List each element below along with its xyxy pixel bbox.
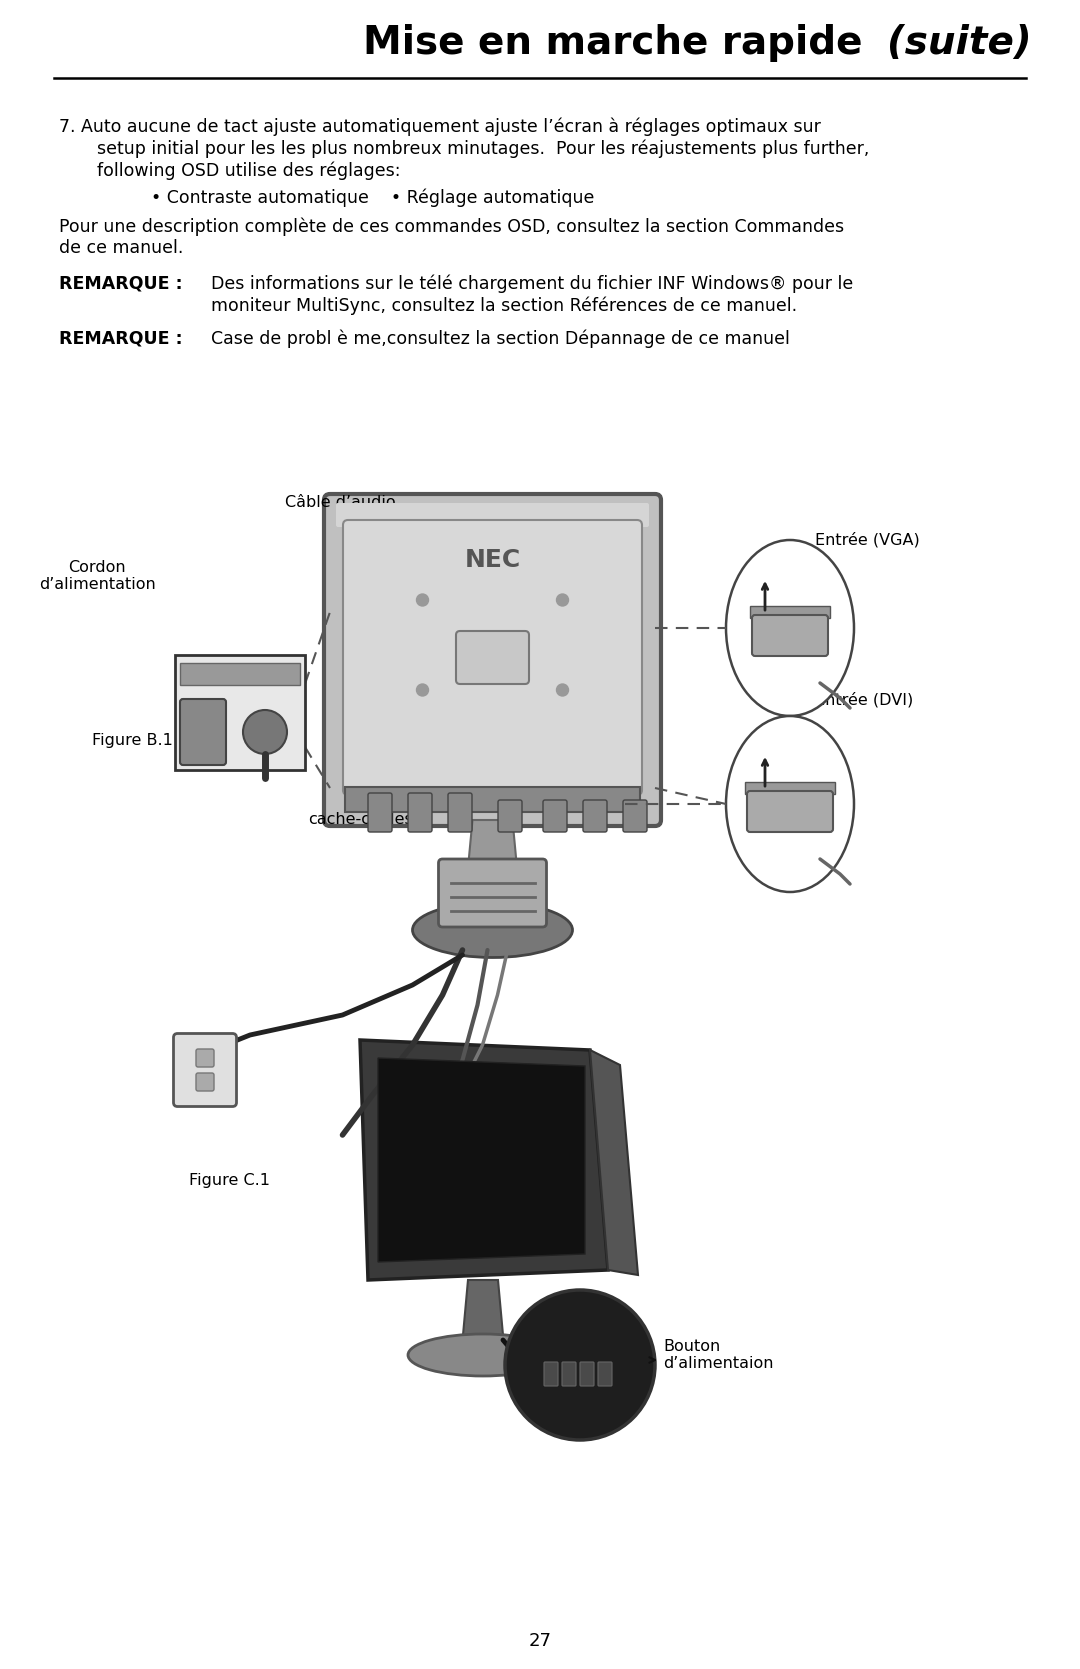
Ellipse shape — [408, 1334, 558, 1375]
FancyBboxPatch shape — [583, 799, 607, 833]
Circle shape — [556, 684, 568, 696]
FancyBboxPatch shape — [438, 860, 546, 926]
Circle shape — [243, 709, 287, 754]
FancyBboxPatch shape — [623, 799, 647, 833]
FancyBboxPatch shape — [544, 1362, 558, 1385]
Circle shape — [417, 684, 429, 696]
Text: de ce manuel.: de ce manuel. — [59, 239, 184, 257]
FancyBboxPatch shape — [543, 799, 567, 833]
FancyBboxPatch shape — [195, 1050, 214, 1066]
FancyBboxPatch shape — [448, 793, 472, 833]
FancyBboxPatch shape — [498, 799, 522, 833]
Text: Mise en marche rapide: Mise en marche rapide — [363, 23, 876, 62]
Circle shape — [417, 594, 429, 606]
FancyBboxPatch shape — [180, 699, 226, 764]
Text: Cordon
d’alimentation: Cordon d’alimentation — [39, 561, 156, 592]
Text: moniteur MultiSync, consultez la section Références de ce manuel.: moniteur MultiSync, consultez la section… — [211, 295, 797, 315]
Text: Pour une description complète de ces commandes OSD, consultez la section Command: Pour une description complète de ces com… — [59, 217, 845, 235]
FancyBboxPatch shape — [580, 1362, 594, 1385]
Text: cache-câbles: cache-câbles — [308, 813, 413, 828]
Ellipse shape — [413, 903, 572, 958]
Polygon shape — [360, 1040, 608, 1280]
Text: Figure C.1: Figure C.1 — [189, 1173, 270, 1188]
FancyBboxPatch shape — [745, 783, 835, 794]
FancyBboxPatch shape — [343, 521, 642, 794]
Circle shape — [505, 1290, 654, 1440]
Text: setup initial pour les les plus nombreux minutages.  Pour les réajustements plus: setup initial pour les les plus nombreux… — [97, 140, 869, 159]
Ellipse shape — [726, 716, 854, 891]
FancyBboxPatch shape — [562, 1362, 576, 1385]
Ellipse shape — [726, 541, 854, 716]
FancyBboxPatch shape — [598, 1362, 612, 1385]
Polygon shape — [378, 1058, 585, 1262]
Text: (suite): (suite) — [887, 23, 1031, 62]
Text: REMARQUE :: REMARQUE : — [59, 274, 183, 292]
Text: Entrée (VGA): Entrée (VGA) — [815, 532, 920, 547]
Polygon shape — [463, 1280, 503, 1335]
Text: REMARQUE :: REMARQUE : — [59, 329, 183, 347]
FancyBboxPatch shape — [750, 606, 831, 618]
FancyBboxPatch shape — [368, 793, 392, 833]
FancyBboxPatch shape — [752, 614, 828, 656]
Text: Case de probl è me,consultez la section Dépannage de ce manuel: Case de probl è me,consultez la section … — [211, 329, 789, 347]
Polygon shape — [590, 1050, 638, 1275]
FancyBboxPatch shape — [324, 494, 661, 826]
FancyBboxPatch shape — [345, 788, 640, 813]
Circle shape — [556, 594, 568, 606]
FancyBboxPatch shape — [180, 663, 300, 684]
Text: following OSD utilise des réglages:: following OSD utilise des réglages: — [97, 162, 401, 180]
FancyBboxPatch shape — [408, 793, 432, 833]
FancyBboxPatch shape — [456, 631, 529, 684]
Polygon shape — [464, 819, 521, 905]
Text: Figure B.1: Figure B.1 — [92, 733, 173, 748]
Text: Bouton
d’alimentaion: Bouton d’alimentaion — [663, 1339, 773, 1372]
FancyBboxPatch shape — [174, 1033, 237, 1107]
FancyBboxPatch shape — [336, 502, 649, 527]
Text: Entrée (DVI): Entrée (DVI) — [815, 693, 914, 708]
FancyBboxPatch shape — [175, 654, 305, 769]
Text: • Contraste automatique    • Réglage automatique: • Contraste automatique • Réglage automa… — [151, 189, 595, 207]
FancyBboxPatch shape — [195, 1073, 214, 1092]
FancyBboxPatch shape — [747, 791, 833, 833]
Text: 7. Auto aucune de tact ajuste automatiquement ajuste l’écran à réglages optimaux: 7. Auto aucune de tact ajuste automatiqu… — [59, 118, 821, 137]
Text: NEC: NEC — [464, 547, 521, 572]
Text: 27: 27 — [528, 1632, 552, 1651]
Text: Câble d’audio: Câble d’audio — [285, 496, 395, 511]
Text: Des informations sur le télé chargement du fichier INF Windows® pour le: Des informations sur le télé chargement … — [211, 274, 853, 292]
